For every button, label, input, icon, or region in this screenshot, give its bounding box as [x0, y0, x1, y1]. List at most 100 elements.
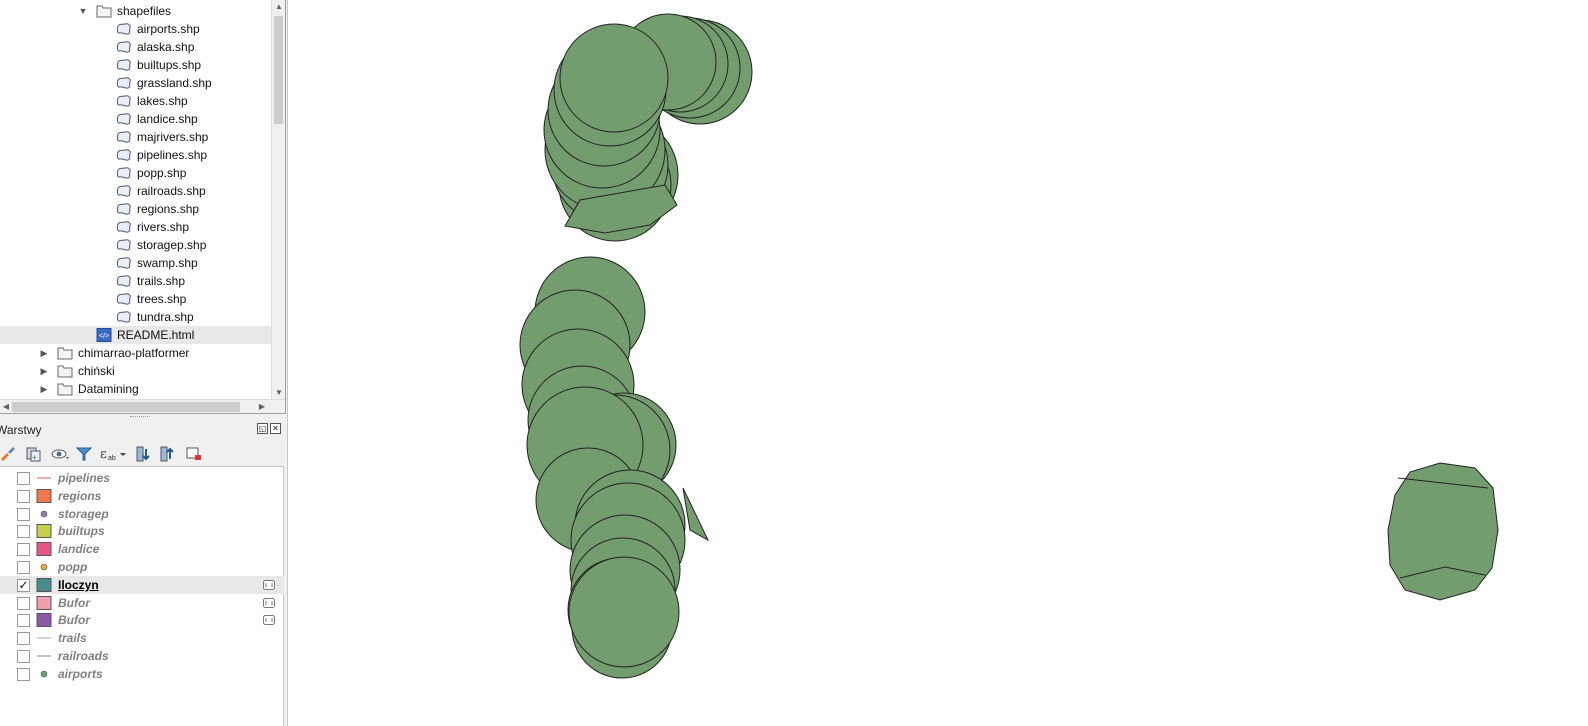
- layer-visibility-checkbox[interactable]: [17, 667, 30, 681]
- polygon-layer-icon: [116, 112, 132, 126]
- panel-splitter[interactable]: [0, 414, 286, 420]
- tree-item[interactable]: airports.shp: [0, 20, 272, 38]
- polygon-layer-icon: [116, 184, 132, 198]
- layer-row[interactable]: railroads: [0, 647, 284, 665]
- layer-name: Iloczyn: [58, 577, 99, 592]
- float-panel-icon[interactable]: ◱: [257, 423, 268, 434]
- layer-visibility-checkbox[interactable]: [17, 561, 30, 574]
- polygon-feature: [559, 23, 669, 133]
- tree-item[interactable]: trails.shp: [0, 272, 272, 290]
- tree-item-label: trees.shp: [137, 292, 187, 306]
- tree-item[interactable]: trees.shp: [0, 290, 272, 308]
- tree-item[interactable]: pipelines.shp: [0, 146, 272, 164]
- layer-visibility-checkbox[interactable]: [17, 507, 30, 521]
- layer-visibility-checkbox[interactable]: [17, 543, 30, 557]
- tree-item[interactable]: swamp.shp: [0, 254, 272, 272]
- tree-item[interactable]: ▶ chiński: [0, 362, 272, 380]
- tree-item-label: tundra.shp: [137, 310, 194, 324]
- layer-symbol-icon: [36, 613, 52, 628]
- collapsed-arrow-icon[interactable]: ▶: [40, 366, 48, 376]
- map-canvas[interactable]: [289, 0, 1588, 726]
- scroll-left-arrow-icon[interactable]: ◀: [2, 402, 10, 411]
- scrollbar-thumb[interactable]: [12, 402, 240, 412]
- expanded-arrow-icon[interactable]: ▼: [78, 6, 88, 16]
- layer-visibility-checkbox[interactable]: [17, 489, 30, 503]
- scrollbar-thumb[interactable]: [274, 16, 283, 124]
- tree-item[interactable]: builtups.shp: [0, 56, 272, 74]
- layers-tree: pipelines regions storagep builtups landice p…: [0, 466, 284, 726]
- close-panel-icon[interactable]: ✕: [270, 423, 281, 434]
- tree-item[interactable]: majrivers.shp: [0, 128, 272, 146]
- layer-row[interactable]: builtups: [0, 522, 284, 540]
- layer-row[interactable]: pipelines: [0, 469, 284, 487]
- layer-visibility-checkbox[interactable]: [17, 525, 30, 539]
- layer-symbol-icon: [36, 507, 52, 521]
- expand-all-icon[interactable]: [134, 445, 154, 463]
- layer-row[interactable]: popp: [0, 558, 284, 576]
- polygon-layer-icon: [116, 202, 132, 216]
- tree-item-label: regions.shp: [137, 202, 200, 216]
- filter-icon[interactable]: [74, 445, 94, 463]
- layer-row[interactable]: storagep: [0, 505, 284, 523]
- tree-item[interactable]: ▶ chimarrao-platformer: [0, 344, 272, 362]
- svg-text:+: +: [32, 453, 37, 462]
- layer-visibility-checkbox[interactable]: ✓: [17, 577, 30, 592]
- layer-name: popp: [58, 560, 88, 574]
- tree-item[interactable]: ▶ Datamining: [0, 380, 272, 398]
- layer-row[interactable]: Bufor: [0, 594, 284, 612]
- layer-visibility-checkbox[interactable]: [17, 650, 30, 663]
- layers-toolbar: + ε ab: [0, 442, 286, 466]
- layer-visibility-checkbox[interactable]: [17, 632, 30, 646]
- layer-symbol-icon: [36, 667, 52, 681]
- remove-layer-icon[interactable]: [184, 445, 204, 463]
- scroll-down-arrow-icon[interactable]: ▼: [275, 388, 283, 397]
- polygon-layer-icon: [116, 22, 132, 36]
- tree-item-label: pipelines.shp: [137, 148, 208, 162]
- tree-item[interactable]: regions.shp: [0, 200, 272, 218]
- layer-row[interactable]: ✓ Iloczyn: [0, 575, 284, 594]
- layer-row[interactable]: Bufor: [0, 611, 284, 629]
- tree-item[interactable]: popp.shp: [0, 164, 272, 182]
- collapse-all-icon[interactable]: [158, 445, 178, 463]
- tree-item[interactable]: alaska.shp: [0, 38, 272, 56]
- svg-text:ε: ε: [100, 447, 107, 462]
- polygon-feature: [568, 556, 680, 668]
- tree-item[interactable]: grassland.shp: [0, 74, 272, 92]
- add-group-icon[interactable]: +: [24, 445, 44, 463]
- polygon-feature: [564, 184, 678, 234]
- eye-icon[interactable]: [50, 445, 70, 463]
- layer-row[interactable]: trails: [0, 629, 284, 647]
- layer-name: trails: [58, 631, 87, 646]
- layer-row[interactable]: regions: [0, 487, 284, 505]
- tree-item-label: chiński: [78, 364, 115, 378]
- layer-filter-icon[interactable]: [262, 597, 276, 609]
- layer-filter-icon[interactable]: [262, 579, 276, 591]
- browser-horizontal-scrollbar[interactable]: ◀ ▶: [0, 399, 285, 413]
- tree-item[interactable]: </> README.html: [0, 326, 272, 344]
- layer-row[interactable]: airports: [0, 665, 284, 683]
- tree-item[interactable]: rivers.shp: [0, 218, 272, 236]
- tree-item[interactable]: tundra.shp: [0, 308, 272, 326]
- tree-item[interactable]: lakes.shp: [0, 92, 272, 110]
- scroll-up-arrow-icon[interactable]: ▲: [275, 2, 283, 11]
- tree-item[interactable]: landice.shp: [0, 110, 272, 128]
- layer-symbol-icon: [36, 488, 52, 503]
- collapsed-arrow-icon[interactable]: ▶: [40, 384, 48, 394]
- scroll-right-arrow-icon[interactable]: ▶: [258, 402, 266, 411]
- paint-brush-icon[interactable]: [0, 445, 18, 463]
- layer-visibility-checkbox[interactable]: [17, 614, 30, 628]
- tree-item[interactable]: storagep.shp: [0, 236, 272, 254]
- tree-item-label: lakes.shp: [137, 94, 188, 108]
- browser-vertical-scrollbar[interactable]: ▲ ▼: [271, 0, 285, 400]
- layer-name: railroads: [58, 649, 109, 663]
- layer-symbol-icon: [36, 595, 52, 610]
- collapsed-arrow-icon[interactable]: ▶: [40, 348, 48, 358]
- expression-icon[interactable]: ε ab: [98, 445, 126, 463]
- polygon-feature: [682, 487, 710, 542]
- layer-row[interactable]: landice: [0, 540, 284, 558]
- layer-visibility-checkbox[interactable]: [17, 472, 30, 485]
- tree-item[interactable]: railroads.shp: [0, 182, 272, 200]
- layer-visibility-checkbox[interactable]: [17, 596, 30, 610]
- layer-filter-icon[interactable]: [262, 614, 276, 626]
- tree-item[interactable]: ▼ shapefiles: [0, 2, 272, 20]
